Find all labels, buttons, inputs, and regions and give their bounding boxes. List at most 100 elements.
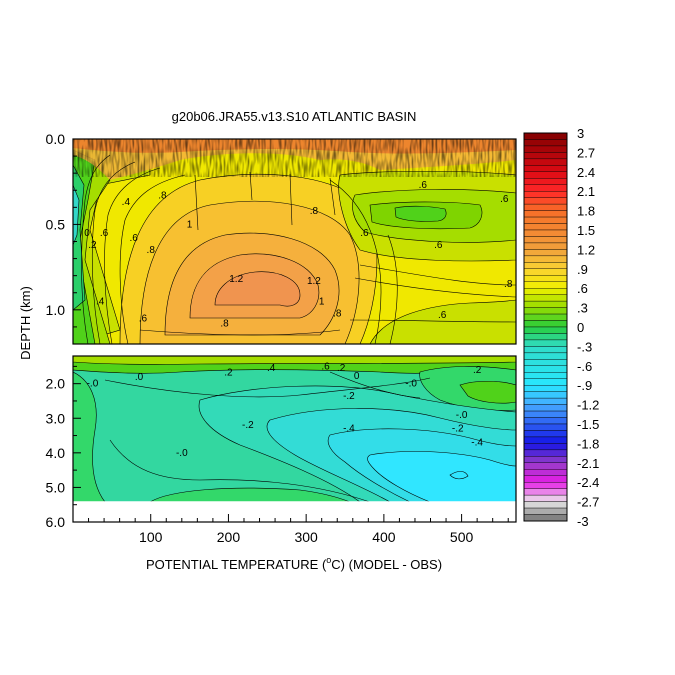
colorbar-swatch (523, 268, 568, 276)
colorbar-label: .6 (577, 281, 588, 296)
colorbar-swatch (523, 171, 568, 179)
contour-label: .8 (158, 190, 167, 201)
contour-label: .6 (139, 313, 148, 324)
contour-label: .2 (88, 240, 97, 251)
contour-label: -.0 (456, 410, 468, 421)
colorbar-swatch (523, 236, 568, 244)
lower-contour-field (73, 356, 516, 522)
colorbar-label: .3 (577, 301, 588, 316)
x-ticks: 100 200 300 400 500 (72, 514, 509, 545)
colorbar-swatch (523, 320, 568, 328)
contour-label: .2 (224, 368, 233, 379)
colorbar-swatch (523, 242, 568, 250)
colorbar-swatch (523, 223, 568, 231)
colorbar-swatch (523, 152, 568, 160)
colorbar-label: -1.8 (577, 436, 599, 451)
upper-panel: .6 .4 0.2 .4 .6 .8 .8 1 1.2 1.2 1 .8 .8 .6 .6 .6 .6 .8 .6.… (46, 131, 517, 345)
colorbar-swatch (523, 443, 568, 451)
colorbar-swatch (523, 423, 568, 431)
colorbar-label: .9 (577, 262, 588, 277)
colorbar-swatch (523, 249, 568, 257)
contour-label: -.4 (471, 437, 483, 448)
contour-label: -.0 (405, 379, 417, 390)
upper-y-ticks: 0.0 0.5 1.0 (46, 131, 81, 345)
contour-label: .8 (504, 279, 513, 290)
colorbar-swatch (523, 190, 568, 198)
contour-label: .2 (473, 365, 482, 376)
colorbar-swatch (523, 397, 568, 405)
contour-label: -.2 (343, 391, 355, 402)
contour-label: 1 (187, 219, 193, 230)
x-tick-label: 300 (294, 529, 318, 545)
contour-label: 1.2 (229, 274, 243, 285)
y-tick-label: 4.0 (46, 445, 66, 461)
contour-label: 1 (319, 296, 325, 307)
upper-contour-line (387, 234, 398, 344)
contour-label: .6 (434, 240, 443, 251)
colorbar-swatch (523, 456, 568, 464)
colorbar-label: -1.2 (577, 398, 599, 413)
upper-contour-line (139, 329, 341, 336)
upper-contour-fill (73, 184, 80, 246)
lower-panel: -.0 .0 .2 .4 .6 .2 0 .2 -.0 -.2 -.2 -.0 -.4 -.0 -.2 -.4… (46, 355, 517, 545)
colorbar-swatch (523, 475, 568, 483)
colorbar-label: -2.1 (577, 456, 599, 471)
y-tick-label: 2.0 (46, 376, 66, 392)
chart-title: g20b06.JRA55.v13.S10 ATLANTIC BASIN (172, 109, 417, 124)
colorbar-swatch (523, 145, 568, 153)
x-tick-label: 500 (450, 529, 474, 545)
colorbar-swatch (523, 262, 568, 270)
colorbar-swatch (523, 165, 568, 172)
colorbar-label: 3 (577, 126, 584, 141)
contour-label: .2 (337, 363, 346, 374)
colorbar-swatch (523, 488, 568, 496)
colorbar-swatch (523, 346, 568, 354)
x-tick-label: 200 (217, 529, 241, 545)
colorbar-swatch (523, 494, 568, 502)
lower-contour-line (104, 377, 431, 398)
lower-contour-labels: -.0 .0 .2 .4 .6 .2 0 .2 -.0 -.2 -.2 -.0 -.4 -.0 -.2 -.4 (87, 361, 484, 458)
lower-contour-line (329, 371, 421, 399)
x-axis-label: POTENTIAL TEMPERATURE (oC) (MODEL - OBS) (146, 555, 442, 572)
colorbar-swatch (523, 507, 568, 515)
lower-contour-line (109, 439, 371, 503)
colorbar-swatch (523, 372, 568, 379)
contour-label: .0 (135, 372, 144, 383)
colorbar-label: 1.5 (577, 223, 595, 238)
colorbar-swatch (523, 229, 568, 237)
lower-contour-line (449, 471, 469, 480)
lower-plot-frame (72, 355, 517, 523)
upper-contour-fill (214, 271, 301, 307)
x-axis-label-degree: o (326, 555, 331, 565)
colorbar-swatch (523, 482, 568, 489)
colorbar-swatch (523, 501, 568, 509)
upper-contour-line (354, 277, 516, 298)
colorbar-label: -1.5 (577, 417, 599, 432)
colorbar-label: -.3 (577, 339, 592, 354)
colorbar-swatch (523, 203, 568, 211)
colorbar-swatch (523, 514, 568, 522)
colorbar-swatch (523, 352, 568, 360)
contour-label: .8 (310, 206, 319, 217)
contour-label: .4 (122, 197, 131, 208)
colorbar-swatch (523, 158, 568, 166)
contour-label: .4 (96, 296, 105, 307)
x-tick-label: 400 (372, 529, 396, 545)
colorbar-swatch (523, 449, 568, 457)
upper-contour-line (349, 319, 516, 323)
contour-label: -.0 (176, 448, 188, 459)
lower-no-data-region (73, 501, 516, 522)
upper-contour-fill (394, 205, 447, 222)
colorbar-label: -2.4 (577, 475, 599, 490)
contour-label: -.2 (242, 420, 254, 431)
colorbar-label: 1.8 (577, 204, 595, 219)
upper-contour-line (119, 174, 186, 344)
colorbar-swatch (523, 333, 568, 341)
upper-contour-line (194, 171, 336, 231)
y-axis-label: DEPTH (km) (18, 286, 33, 360)
contour-label: .4 (267, 363, 276, 374)
colorbar-labels: 3 2.7 2.4 2.1 1.8 1.5 1.2 .9 .6 .3 0 -.3 -.6 -.9 -1.2 -… (577, 126, 599, 529)
contour-label: .8 (147, 245, 156, 256)
upper-contour-fill (369, 299, 516, 344)
